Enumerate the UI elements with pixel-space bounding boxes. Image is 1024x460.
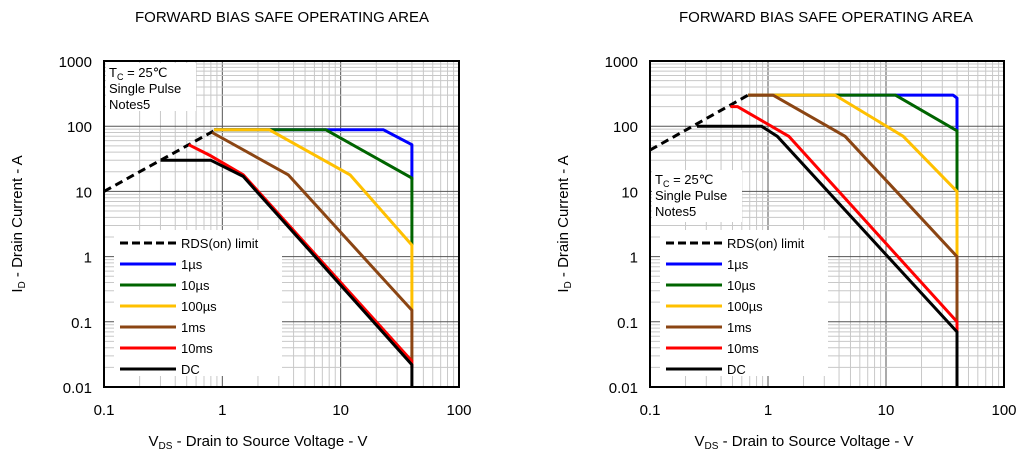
y-axis-label: ID - Drain Current - A xyxy=(555,155,574,292)
note-line-2: Single Pulse xyxy=(655,188,727,203)
series-line-100-s xyxy=(748,93,959,257)
x-tick-labels: 0.1 1 10 100 xyxy=(640,402,1017,419)
legend-item: 10ms xyxy=(120,341,213,356)
x-tick-label: 100 xyxy=(991,402,1016,419)
legend-label: 10µs xyxy=(181,278,210,293)
legend-label: 10µs xyxy=(727,278,756,293)
y-tick-label: 10 xyxy=(621,184,638,201)
series-line-1ms xyxy=(748,93,959,322)
legend-item: DC xyxy=(666,362,746,377)
legend-label: 100µs xyxy=(727,299,763,314)
note-line-1: TC = 25℃ xyxy=(655,172,713,189)
x-tick-label: 10 xyxy=(878,402,895,419)
y-tick-label: 1 xyxy=(630,250,638,267)
legend-item: 1µs xyxy=(120,257,203,272)
legend-label: DC xyxy=(181,362,200,377)
plot-frame xyxy=(103,60,460,388)
soa-chart-left: FORWARD BIAS SAFE OPERATING AREA TC = 25… xyxy=(9,9,472,452)
note-background xyxy=(652,170,742,222)
legend-background xyxy=(114,230,282,376)
legend-label: 10ms xyxy=(181,341,213,356)
series-line-100-s xyxy=(214,128,414,311)
note-line-3: Notes5 xyxy=(655,204,696,219)
y-tick-label: 1000 xyxy=(605,54,638,71)
series-line-dc xyxy=(697,124,959,387)
note-line-2: Single Pulse xyxy=(109,81,181,96)
legend-item: RDS(on) limit xyxy=(120,236,259,251)
chart-title: FORWARD BIAS SAFE OPERATING AREA xyxy=(679,9,973,26)
legend-item: 10µs xyxy=(666,278,756,293)
legend-item: DC xyxy=(120,362,200,377)
legend: RDS(on) limit 1µs 10µs 100µs 1ms 10ms DC xyxy=(114,230,282,377)
series-line-10-s xyxy=(214,128,414,246)
legend-item: 10ms xyxy=(666,341,759,356)
legend: RDS(on) limit 1µs 10µs 100µs 1ms 10ms DC xyxy=(660,230,828,377)
note-line-1: TC = 25℃ xyxy=(109,65,167,82)
y-tick-label: 100 xyxy=(67,119,92,136)
note-line-3: Notes5 xyxy=(109,97,150,112)
legend-item: 10µs xyxy=(120,278,210,293)
series-line-rds-on-limit xyxy=(649,93,749,152)
legend-label: 1µs xyxy=(181,257,203,272)
x-tick-label: 1 xyxy=(764,402,772,419)
x-axis-label: VDS - Drain to Source Voltage - V xyxy=(148,433,367,452)
legend-label: RDS(on) limit xyxy=(727,236,805,251)
x-tick-label: 0.1 xyxy=(640,402,661,419)
legend-label: RDS(on) limit xyxy=(181,236,259,251)
y-tick-label: 0.01 xyxy=(609,380,638,397)
legend-item: 1µs xyxy=(666,257,749,272)
y-tick-labels: 0.01 0.1 1 10 100 1000 xyxy=(605,54,638,397)
y-tick-label: 0.1 xyxy=(71,315,92,332)
x-axis-label: VDS - Drain to Source Voltage - V xyxy=(694,433,913,452)
series-group xyxy=(649,93,959,387)
series-line-1ms xyxy=(211,131,414,362)
y-tick-label: 10 xyxy=(75,184,92,201)
legend-item: 1ms xyxy=(666,320,752,335)
legend-item: RDS(on) limit xyxy=(666,236,805,251)
legend-label: 100µs xyxy=(181,299,217,314)
x-tick-label: 10 xyxy=(332,402,349,419)
x-tick-label: 0.1 xyxy=(94,402,115,419)
chart-title: FORWARD BIAS SAFE OPERATING AREA xyxy=(135,9,429,26)
y-tick-label: 1 xyxy=(84,250,92,267)
y-tick-label: 0.01 xyxy=(63,380,92,397)
x-tick-label: 1 xyxy=(218,402,226,419)
y-axis-label: ID - Drain Current - A xyxy=(9,155,28,292)
x-tick-labels: 0.1 1 10 100 xyxy=(94,402,472,419)
series-group xyxy=(103,128,414,387)
legend-item: 100µs xyxy=(666,299,763,314)
note-background xyxy=(106,63,196,111)
legend-item: 100µs xyxy=(120,299,217,314)
legend-label: 1ms xyxy=(727,320,752,335)
y-tick-labels: 0.01 0.1 1 10 100 1000 xyxy=(59,54,92,397)
conditions-note: TC = 25℃ Single Pulse Notes5 xyxy=(652,170,742,222)
legend-label: 1ms xyxy=(181,320,206,335)
legend-label: 1µs xyxy=(727,257,749,272)
series-line-10ms xyxy=(730,105,959,332)
y-tick-label: 1000 xyxy=(59,54,92,71)
plot-frame xyxy=(649,60,1005,388)
y-tick-label: 0.1 xyxy=(617,315,638,332)
legend-label: 10ms xyxy=(727,341,759,356)
y-tick-label: 100 xyxy=(613,119,638,136)
legend-label: DC xyxy=(727,362,746,377)
series-line-dc xyxy=(160,158,414,387)
series-line-rds-on-limit xyxy=(103,129,215,193)
grid xyxy=(104,61,459,387)
x-tick-label: 100 xyxy=(446,402,471,419)
conditions-note: TC = 25℃ Single Pulse Notes5 xyxy=(106,63,196,112)
legend-item: 1ms xyxy=(120,320,206,335)
legend-background xyxy=(660,230,828,376)
soa-chart-right: FORWARD BIAS SAFE OPERATING AREA TC = 25… xyxy=(555,9,1017,452)
